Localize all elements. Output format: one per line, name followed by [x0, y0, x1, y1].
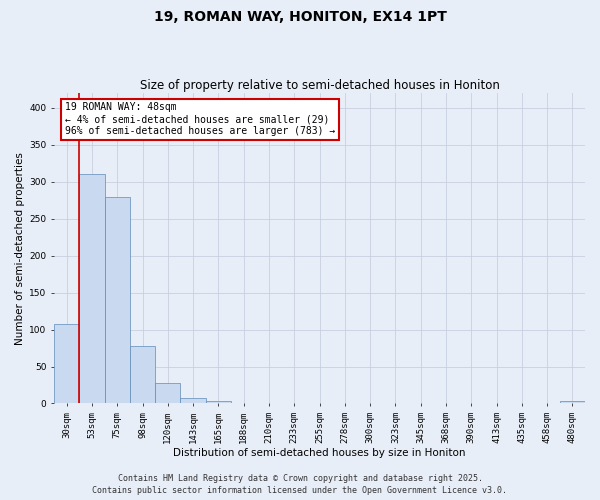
Bar	[104, 198, 130, 404]
X-axis label: Distribution of semi-detached houses by size in Honiton: Distribution of semi-detached houses by …	[173, 448, 466, 458]
Bar	[206, 401, 231, 404]
Bar	[560, 401, 585, 404]
Bar	[130, 346, 155, 404]
Bar	[79, 174, 104, 404]
Title: Size of property relative to semi-detached houses in Honiton: Size of property relative to semi-detach…	[140, 79, 499, 92]
Bar	[54, 324, 79, 404]
Bar	[181, 398, 206, 404]
Text: Contains HM Land Registry data © Crown copyright and database right 2025.
Contai: Contains HM Land Registry data © Crown c…	[92, 474, 508, 495]
Y-axis label: Number of semi-detached properties: Number of semi-detached properties	[15, 152, 25, 344]
Text: 19 ROMAN WAY: 48sqm
← 4% of semi-detached houses are smaller (29)
96% of semi-de: 19 ROMAN WAY: 48sqm ← 4% of semi-detache…	[65, 102, 335, 136]
Bar	[155, 383, 181, 404]
Text: 19, ROMAN WAY, HONITON, EX14 1PT: 19, ROMAN WAY, HONITON, EX14 1PT	[154, 10, 446, 24]
